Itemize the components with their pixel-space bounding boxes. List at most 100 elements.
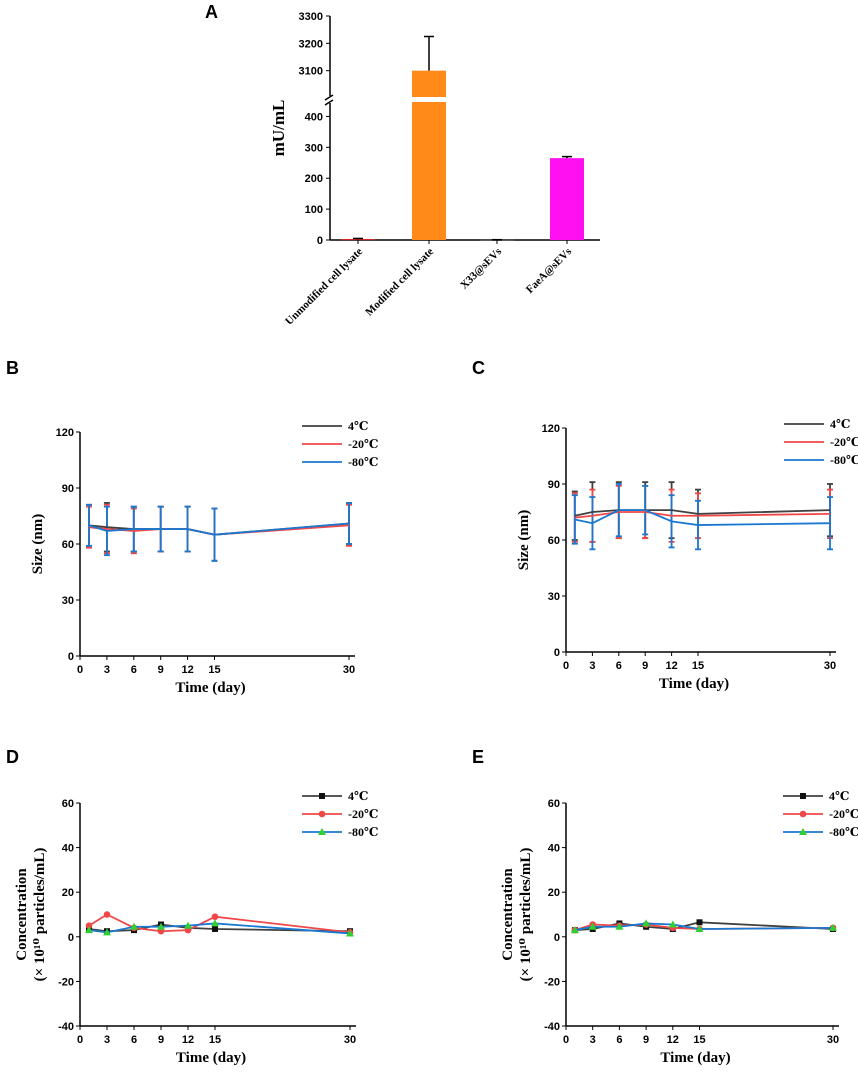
y-tick-label: 200 — [305, 173, 323, 185]
data-point — [184, 921, 192, 929]
category-label: FaeA@sEVs — [524, 245, 575, 296]
x-tick-label: 6 — [131, 1034, 137, 1046]
y-tick-label: 100 — [305, 204, 323, 216]
data-point — [211, 919, 219, 927]
y-tick-label: 60 — [62, 798, 74, 810]
y-tick-label: 0 — [554, 647, 560, 659]
bar — [412, 70, 446, 241]
y-tick-label: 0 — [68, 651, 74, 663]
data-point — [212, 925, 218, 932]
y-tick-label: -40 — [58, 1021, 74, 1033]
bar — [341, 239, 375, 241]
legend-label: -80℃ — [829, 825, 858, 839]
data-point — [346, 929, 354, 937]
y-axis-title-units: (× 10¹⁰ particles/mL) — [518, 848, 534, 982]
data-point — [588, 922, 597, 930]
x-axis-title: Time (day) — [659, 676, 729, 692]
data-point — [211, 913, 219, 921]
x-tick-label: 30 — [827, 1034, 839, 1046]
data-point — [103, 911, 111, 918]
x-axis-title: Time (day) — [660, 1050, 730, 1066]
panel-label: B — [6, 358, 19, 378]
category-label: Modified cell lysate — [363, 246, 436, 319]
data-point — [85, 922, 93, 929]
y-tick-label: 30 — [62, 595, 74, 607]
y-tick-label: 20 — [548, 887, 560, 899]
data-point — [696, 919, 703, 926]
y-tick-label: 120 — [56, 427, 74, 439]
panel-a-bar-chart: A 0 100 200 300 400 3100 3200 3300 mU/mL Unmodifie… — [205, 2, 600, 328]
y-tick-label: 3300 — [299, 11, 323, 23]
x-tick-label: 30 — [344, 1034, 356, 1046]
data-point — [799, 810, 807, 818]
x-tick-label: 6 — [616, 660, 622, 672]
legend-label: 4℃ — [348, 419, 368, 433]
legend-label: -20℃ — [348, 807, 378, 821]
legend-label: -80℃ — [830, 453, 858, 467]
legend-label: -20℃ — [348, 437, 378, 451]
x-tick-label: 6 — [616, 1034, 622, 1046]
data-point — [318, 810, 326, 818]
bar-break-gap — [411, 97, 447, 102]
x-tick-label: 15 — [208, 664, 220, 676]
y-tick-label: 120 — [542, 423, 560, 435]
y-tick-label: 30 — [548, 591, 560, 603]
category-label: Unmodified cell lysate — [283, 246, 365, 328]
panel-label: A — [205, 2, 218, 22]
x-tick-label: 3 — [104, 664, 110, 676]
y-axis-title-units: (× 10¹⁰ particles/mL) — [32, 848, 48, 982]
y-tick-label: 40 — [62, 843, 74, 855]
y-axis-title: Concentration — [14, 868, 30, 961]
data-point — [319, 793, 325, 799]
x-tick-label: 3 — [104, 1034, 110, 1046]
x-tick-label: 0 — [77, 664, 83, 676]
x-tick-label: 0 — [77, 1034, 83, 1046]
x-axis-title: Time (day) — [175, 680, 245, 696]
y-tick-label: 60 — [62, 539, 74, 551]
x-tick-label: 3 — [590, 1034, 596, 1046]
y-tick-label: -20 — [544, 976, 560, 988]
x-tick-label: 6 — [131, 664, 137, 676]
legend-label: -80℃ — [348, 455, 378, 469]
y-tick-label: 400 — [305, 111, 323, 123]
x-tick-label: 15 — [692, 660, 704, 672]
data-point — [157, 922, 165, 930]
data-point — [615, 922, 624, 930]
axis-break-mark — [324, 99, 334, 106]
y-tick-label: 0 — [317, 235, 323, 247]
data-point — [85, 926, 93, 934]
x-tick-label: 9 — [158, 664, 164, 676]
x-tick-label: 15 — [209, 1034, 221, 1046]
data-point — [668, 920, 677, 928]
y-tick-label: -20 — [58, 976, 74, 988]
axis-break-mark — [324, 94, 334, 101]
data-point — [130, 922, 138, 930]
x-tick-label: 12 — [667, 1034, 679, 1046]
y-tick-label: 60 — [548, 798, 560, 810]
bar — [550, 158, 584, 240]
panel-d-line-chart: D -40 -20 0 20 40 60 0 3 6 9 12 15 30 Time (day) Concen… — [6, 747, 378, 1066]
x-tick-label: 30 — [824, 660, 836, 672]
legend-label: 4℃ — [348, 789, 368, 803]
y-tick-label: 20 — [62, 887, 74, 899]
x-axis-title: Time (day) — [176, 1050, 246, 1066]
y-axis-title: Concentration — [500, 868, 516, 961]
x-tick-label: 12 — [181, 664, 193, 676]
x-tick-label: 9 — [642, 660, 648, 672]
x-tick-label: 12 — [665, 660, 677, 672]
category-label: X33@sEVs — [458, 245, 504, 291]
legend-label: -20℃ — [830, 435, 858, 449]
y-tick-label: 300 — [305, 142, 323, 154]
x-tick-label: 15 — [693, 1034, 705, 1046]
x-tick-label: 3 — [589, 660, 595, 672]
y-axis-title: Size (nm) — [30, 514, 46, 574]
series-line — [88, 522, 350, 536]
data-point — [318, 828, 326, 835]
y-tick-label: 0 — [554, 932, 560, 944]
data-point — [695, 924, 704, 932]
series-line — [574, 511, 831, 519]
panel-e-line-chart: E -40 -20 0 20 40 60 0 3 6 9 12 15 30 Time (day) Concen… — [472, 747, 858, 1066]
y-tick-label: 0 — [68, 932, 74, 944]
legend-label: 4℃ — [829, 789, 849, 803]
